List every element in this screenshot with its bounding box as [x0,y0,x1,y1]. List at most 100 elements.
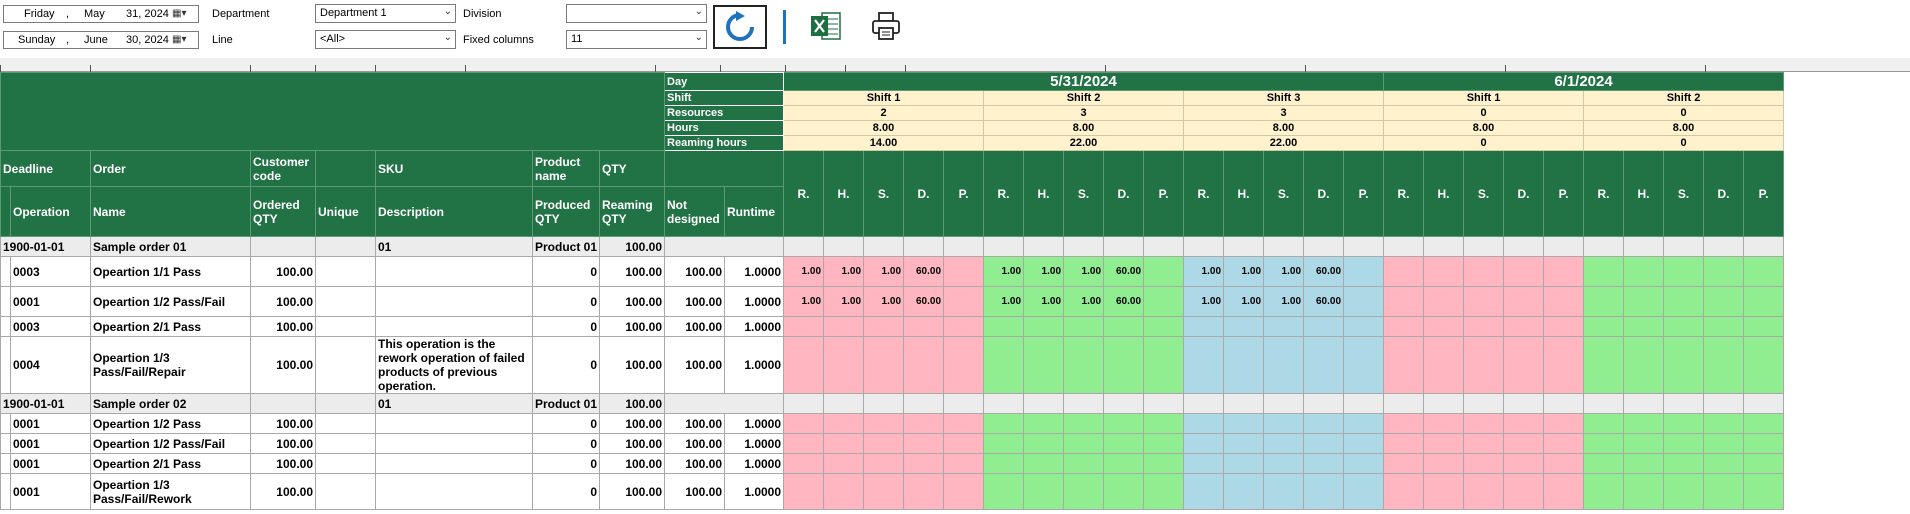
plan-cell[interactable]: 1.00 [1263,286,1305,317]
plan-cell[interactable] [943,256,985,287]
plan-cell[interactable] [903,316,945,337]
plan-cell[interactable] [1303,453,1345,474]
plan-cell[interactable] [1183,473,1225,510]
plan-cell[interactable] [1383,433,1425,454]
plan-cell[interactable] [1583,286,1625,317]
plan-cell[interactable] [1583,433,1625,454]
plan-cell[interactable] [943,433,985,454]
plan-cell[interactable] [1543,256,1585,287]
plan-cell[interactable] [1743,473,1785,510]
plan-cell[interactable] [1623,453,1665,474]
plan-cell[interactable] [1303,473,1345,510]
plan-cell[interactable] [943,316,985,337]
plan-cell[interactable] [1503,433,1545,454]
plan-cell[interactable] [1623,336,1665,394]
calendar-icon[interactable]: ▦▾ [172,8,187,19]
plan-cell[interactable] [1743,336,1785,394]
plan-cell[interactable] [1343,413,1385,434]
plan-cell[interactable]: 1.00 [783,256,825,287]
plan-cell[interactable] [1703,433,1745,454]
plan-cell[interactable] [1383,413,1425,434]
plan-cell[interactable] [983,413,1025,434]
plan-cell[interactable] [1463,453,1505,474]
plan-cell[interactable] [1503,453,1545,474]
plan-cell[interactable] [1423,316,1465,337]
plan-cell[interactable] [1223,413,1265,434]
print-button[interactable] [870,10,902,42]
plan-cell[interactable] [1743,453,1785,474]
plan-cell[interactable] [943,286,985,317]
plan-cell[interactable] [1303,316,1345,337]
plan-cell[interactable] [983,316,1025,337]
plan-cell[interactable]: 1.00 [1183,256,1225,287]
plan-cell[interactable] [1423,413,1465,434]
plan-cell[interactable] [1303,433,1345,454]
plan-cell[interactable] [903,413,945,434]
plan-cell[interactable] [1023,336,1065,394]
plan-cell[interactable] [1383,453,1425,474]
plan-cell[interactable]: 1.00 [1183,286,1225,317]
plan-cell[interactable] [903,473,945,510]
plan-cell[interactable] [1223,453,1265,474]
plan-cell[interactable] [1143,286,1185,317]
fixed-columns-select[interactable]: 11 ⌄ [566,30,707,49]
plan-cell[interactable] [903,453,945,474]
plan-cell[interactable] [1663,453,1705,474]
plan-cell[interactable] [1703,473,1745,510]
plan-cell[interactable] [1383,256,1425,287]
refresh-button[interactable] [713,5,767,49]
plan-cell[interactable] [983,336,1025,394]
plan-cell[interactable] [1383,316,1425,337]
plan-cell[interactable] [1383,336,1425,394]
plan-cell[interactable] [1503,413,1545,434]
plan-cell[interactable] [1223,433,1265,454]
plan-cell[interactable] [1183,453,1225,474]
plan-cell[interactable] [863,453,905,474]
plan-cell[interactable] [1463,316,1505,337]
plan-cell[interactable] [1743,433,1785,454]
plan-cell[interactable] [1103,473,1145,510]
plan-cell[interactable] [823,433,865,454]
line-select[interactable]: <All> ⌄ [315,30,456,49]
plan-cell[interactable] [1663,473,1705,510]
plan-cell[interactable] [1663,286,1705,317]
plan-cell[interactable] [1263,316,1305,337]
plan-cell[interactable] [1623,473,1665,510]
plan-cell[interactable] [1583,453,1625,474]
plan-cell[interactable] [1063,413,1105,434]
plan-cell[interactable] [983,433,1025,454]
plan-cell[interactable] [823,316,865,337]
plan-cell[interactable] [1663,413,1705,434]
plan-cell[interactable] [1583,413,1625,434]
plan-cell[interactable] [1463,473,1505,510]
plan-cell[interactable] [1263,336,1305,394]
plan-cell[interactable] [1143,336,1185,394]
plan-cell[interactable] [1183,316,1225,337]
date-from-picker[interactable]: Friday , May 31, 2024 ▦▾ [3,5,199,23]
plan-cell[interactable] [1103,336,1145,394]
plan-cell[interactable] [783,316,825,337]
plan-cell[interactable] [1543,473,1585,510]
plan-cell[interactable] [1703,286,1745,317]
plan-cell[interactable] [1583,256,1625,287]
plan-cell[interactable] [1143,453,1185,474]
plan-cell[interactable]: 60.00 [1303,256,1345,287]
plan-cell[interactable] [1103,453,1145,474]
plan-cell[interactable] [1143,473,1185,510]
plan-cell[interactable] [823,453,865,474]
plan-cell[interactable] [1343,286,1385,317]
plan-cell[interactable] [1063,473,1105,510]
plan-cell[interactable] [783,336,825,394]
plan-cell[interactable] [1663,433,1705,454]
plan-cell[interactable]: 1.00 [1023,286,1065,317]
department-select[interactable]: Department 1 ⌄ [315,4,456,23]
plan-cell[interactable] [1383,286,1425,317]
plan-cell[interactable] [1663,336,1705,394]
plan-cell[interactable] [1023,413,1065,434]
plan-cell[interactable] [1223,473,1265,510]
plan-cell[interactable] [903,433,945,454]
plan-cell[interactable] [1423,473,1465,510]
plan-cell[interactable] [823,473,865,510]
plan-cell[interactable] [1023,316,1065,337]
plan-cell[interactable] [1543,336,1585,394]
